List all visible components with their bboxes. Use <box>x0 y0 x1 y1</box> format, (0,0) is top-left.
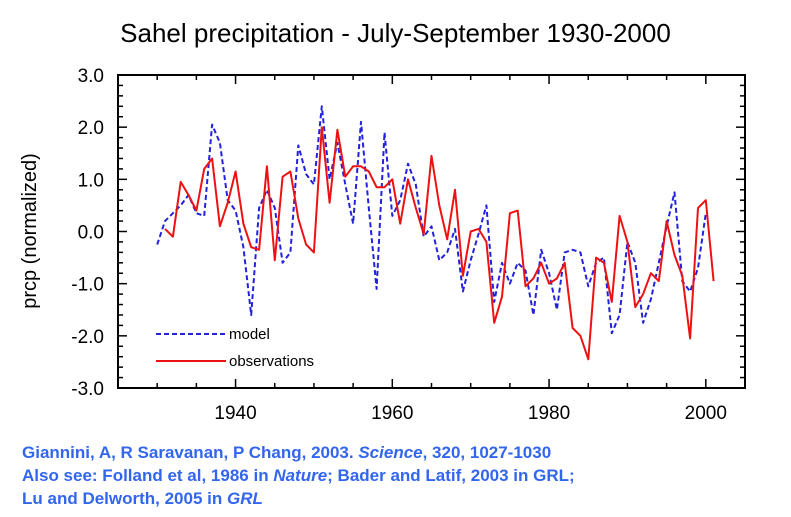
citation-line-2-text: Also see: Folland et al, 1986 in <box>22 466 274 485</box>
citation-journal-nature: Nature <box>273 466 328 485</box>
citation-line-1: Giannini, A, R Saravanan, P Chang, 2003.… <box>22 443 551 463</box>
x-tick-label: 1960 <box>371 403 413 424</box>
legend-observations-label: observations <box>229 353 314 370</box>
citation-line-3: Lu and Delworth, 2005 in GRL <box>22 489 263 509</box>
chart-title: Sahel precipitation - July-September 193… <box>120 18 671 48</box>
y-tick-label: 1.0 <box>78 170 104 191</box>
citation-line-1-text: Giannini, A, R Saravanan, P Chang, 2003. <box>22 443 359 462</box>
y-tick-label: 2.0 <box>78 118 104 139</box>
tick-labels: 3.0 2.0 1.0 0.0 -1.0 -2.0 -3.0 1940 1960 1980 2000 <box>71 66 727 424</box>
y-tick-label: -2.0 <box>71 327 104 348</box>
citation-journal-grl: GRL <box>226 489 263 508</box>
x-tick-label: 1980 <box>528 403 570 424</box>
citation-line-2-tail: ; Bader and Latif, 2003 in GRL; <box>327 466 575 485</box>
citation-line-3-text: Lu and Delworth, 2005 in <box>22 489 227 508</box>
series-line-observations <box>164 126 715 361</box>
y-tick-label: 3.0 <box>78 66 104 87</box>
citation-journal-science: Science <box>358 443 423 462</box>
legend: model observations <box>156 326 314 370</box>
y-tick-label: -3.0 <box>71 379 104 400</box>
series-lines <box>156 105 715 361</box>
x-tick-label: 2000 <box>685 403 727 424</box>
y-axis-label: prcp (normalized) <box>19 153 41 309</box>
x-tick-label: 1940 <box>214 403 256 424</box>
axes <box>117 74 746 389</box>
y-tick-label: 0.0 <box>78 223 104 244</box>
legend-model-label: model <box>229 326 270 343</box>
plot-frame <box>117 74 746 389</box>
citation-line-2: Also see: Folland et al, 1986 in Nature;… <box>22 466 575 486</box>
y-tick-label: -1.0 <box>71 275 104 296</box>
citation-line-1-tail: , 320, 1027-1030 <box>422 443 552 462</box>
series-line-model <box>156 105 707 335</box>
